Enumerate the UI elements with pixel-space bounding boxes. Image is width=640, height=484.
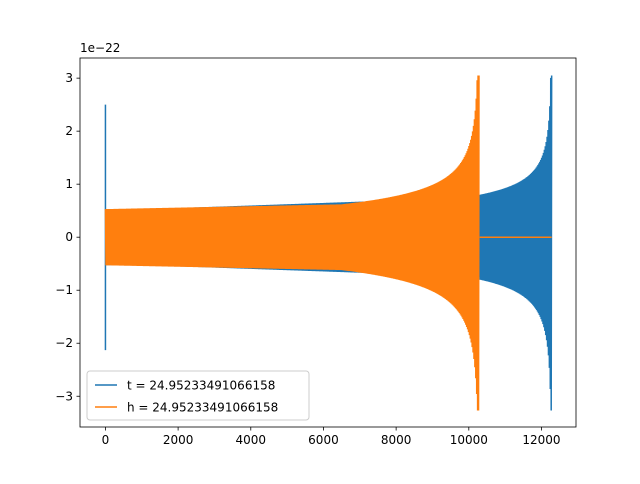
y-tick-label: 1: [65, 177, 73, 191]
x-tick-label: 12000: [522, 433, 560, 447]
legend-label-1: t = 24.95233491066158: [127, 379, 275, 393]
legend-box: [86, 370, 310, 421]
axes-layer: 0 2000 4000 6000 8000 10000 12000 −3 −2 −1 0 1 2 3: [55, 57, 577, 447]
x-tick-label: 0: [102, 433, 110, 447]
x-tick-label: 6000: [308, 433, 339, 447]
x-tick-label: 2000: [163, 433, 194, 447]
x-tick-label: 4000: [236, 433, 267, 447]
y-tick-label: 0: [65, 230, 73, 244]
axes-frame: [79, 57, 577, 428]
series-layer: [104, 75, 553, 411]
y-tick-label: 3: [65, 71, 73, 85]
y-tick-label: −3: [55, 389, 73, 403]
legend: t = 24.95233491066158 h = 24.952334910661…: [86, 370, 310, 421]
x-tick-label: 8000: [381, 433, 412, 447]
x-tick-label: 10000: [450, 433, 488, 447]
y-tick-label: 2: [65, 124, 73, 138]
y-tick-label: −2: [55, 336, 73, 350]
y-tick-label: −1: [55, 283, 73, 297]
legend-label-2: h = 24.95233491066158: [127, 401, 278, 415]
y-offset-label: 1e−22: [80, 41, 120, 55]
series-line-2: [104, 75, 552, 411]
